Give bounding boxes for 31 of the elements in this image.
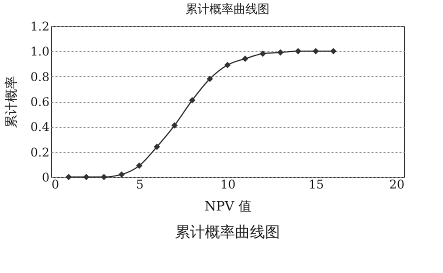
x-tick-label: 20	[389, 178, 404, 192]
point	[136, 162, 142, 169]
point	[171, 122, 178, 129]
point	[100, 174, 108, 180]
point	[294, 48, 302, 54]
y-tick-label: 1.0	[30, 44, 50, 59]
point	[330, 48, 337, 54]
x-tick-label: 15	[308, 178, 324, 192]
point	[312, 48, 319, 54]
point	[224, 62, 231, 68]
text: 累计概率曲线图	[175, 223, 280, 241]
y-tick-label: 0.6	[30, 95, 50, 109]
point	[260, 50, 266, 57]
x-tick-label: 10	[220, 178, 236, 192]
point	[65, 174, 72, 180]
x-axis-title: NPV 值	[204, 200, 252, 214]
point	[277, 49, 284, 56]
point	[242, 56, 248, 62]
y-tick-label: 0.4	[30, 120, 50, 134]
y-tick-label: 0.8	[30, 70, 50, 84]
x-tick-label: 5	[136, 178, 144, 192]
point	[118, 171, 125, 178]
point	[206, 76, 214, 82]
chart-title: 累计概率曲线图	[186, 2, 270, 16]
y-tick-label: 1.2	[30, 20, 50, 34]
x-tick-label: 0	[52, 178, 60, 192]
y-tick-label: 0.2	[30, 145, 50, 160]
point	[154, 144, 160, 150]
y-axis-title: 累计概率	[3, 76, 20, 128]
point	[83, 174, 90, 180]
point	[189, 97, 196, 104]
